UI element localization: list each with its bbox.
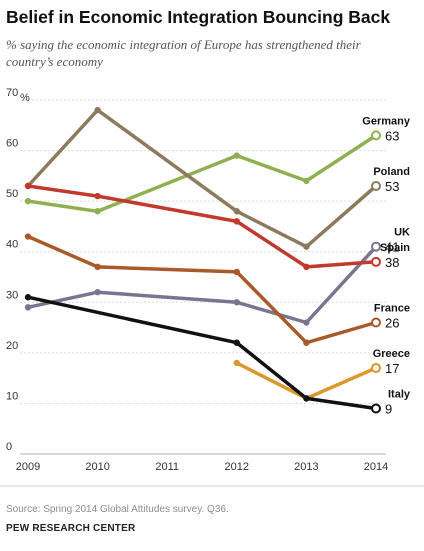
data-point-italy	[371, 403, 381, 414]
data-point-poland	[371, 180, 381, 191]
y-tick-label: 40	[6, 239, 18, 251]
y-tick-label: 0	[6, 441, 12, 453]
chart-title: Belief in Economic Integration Bouncing …	[6, 7, 390, 27]
data-point-germany	[371, 130, 381, 141]
data-point-france	[94, 263, 101, 271]
organization-name: PEW RESEARCH CENTER	[6, 523, 136, 534]
series-name-italy: Italy	[388, 388, 411, 400]
series-value-greece: 17	[385, 361, 399, 376]
data-point-spain	[233, 218, 240, 225]
series-line-italy	[26, 295, 378, 411]
y-tick-label: 10	[6, 390, 18, 402]
data-point-france	[371, 317, 381, 328]
series-name-uk: UK	[394, 227, 410, 239]
x-tick-label: 2010	[85, 461, 109, 473]
data-point-italy	[24, 294, 32, 301]
series-name-spain: Spain	[380, 242, 410, 254]
data-point-poland	[94, 106, 101, 114]
data-point-poland	[303, 243, 310, 250]
data-point-spain	[371, 256, 381, 267]
x-tick-label: 2009	[16, 461, 40, 473]
data-point-france	[24, 233, 32, 240]
chart-subtitle-line-1: % saying the economic integration of Eur…	[6, 37, 362, 52]
source-note: Source: Spring 2014 Global Attitudes sur…	[6, 504, 229, 515]
data-point-germany	[303, 177, 310, 185]
y-tick-label: 50	[6, 188, 18, 200]
y-tick-label: 20	[6, 340, 18, 352]
x-tick-label: 2013	[294, 461, 318, 473]
series-line-germany	[26, 133, 378, 214]
series-name-france: France	[374, 303, 410, 315]
data-point-france	[233, 268, 240, 276]
x-axis-tick-labels: 2009 2010 2011 2012 2013 2014	[16, 461, 388, 473]
series-line-spain	[26, 184, 378, 269]
chart-subtitle-line-2: country’s economy	[6, 54, 103, 69]
series-line-poland	[26, 108, 378, 249]
data-point-greece	[371, 363, 381, 374]
y-unit-label: %	[20, 92, 30, 104]
y-tick-label: 30	[6, 289, 18, 301]
x-tick-label: 2011	[155, 461, 179, 473]
data-point-germany	[24, 197, 32, 205]
series-name-germany: Germany	[362, 115, 411, 127]
series-name-poland: Poland	[373, 166, 410, 178]
data-point-uk	[303, 319, 310, 326]
series-name-greece: Greece	[373, 348, 410, 360]
data-point-spain	[94, 192, 101, 200]
data-point-uk	[371, 241, 381, 252]
y-tick-label: 60	[6, 138, 18, 150]
x-tick-label: 2012	[225, 461, 249, 473]
data-point-spain	[24, 182, 32, 190]
series-value-poland: 53	[385, 179, 399, 194]
series-value-italy: 9	[385, 401, 392, 416]
data-point-italy	[303, 395, 310, 402]
series-line-greece	[235, 361, 378, 401]
data-point-greece	[233, 359, 240, 367]
series-lines	[26, 108, 378, 411]
series-value-france: 26	[385, 316, 399, 331]
data-point-germany	[233, 152, 240, 159]
series-line-france	[26, 234, 378, 345]
data-point-germany	[94, 208, 101, 215]
series-value-uk: 41	[385, 240, 399, 255]
data-point-uk	[24, 304, 32, 311]
series-value-germany: 63	[385, 128, 399, 143]
grid-lines	[20, 99, 386, 455]
series-points	[24, 106, 381, 414]
y-axis-tick-labels: 0 10 20 30 40 50 60 70%	[6, 87, 30, 453]
data-point-poland	[233, 208, 240, 215]
x-tick-label: 2014	[364, 461, 388, 473]
data-point-italy	[233, 339, 240, 346]
y-tick-label: 70	[6, 87, 18, 99]
series-value-spain: 38	[385, 255, 399, 270]
data-point-france	[303, 339, 310, 346]
data-point-uk	[233, 299, 240, 306]
data-point-uk	[94, 288, 101, 296]
data-point-spain	[303, 263, 310, 271]
